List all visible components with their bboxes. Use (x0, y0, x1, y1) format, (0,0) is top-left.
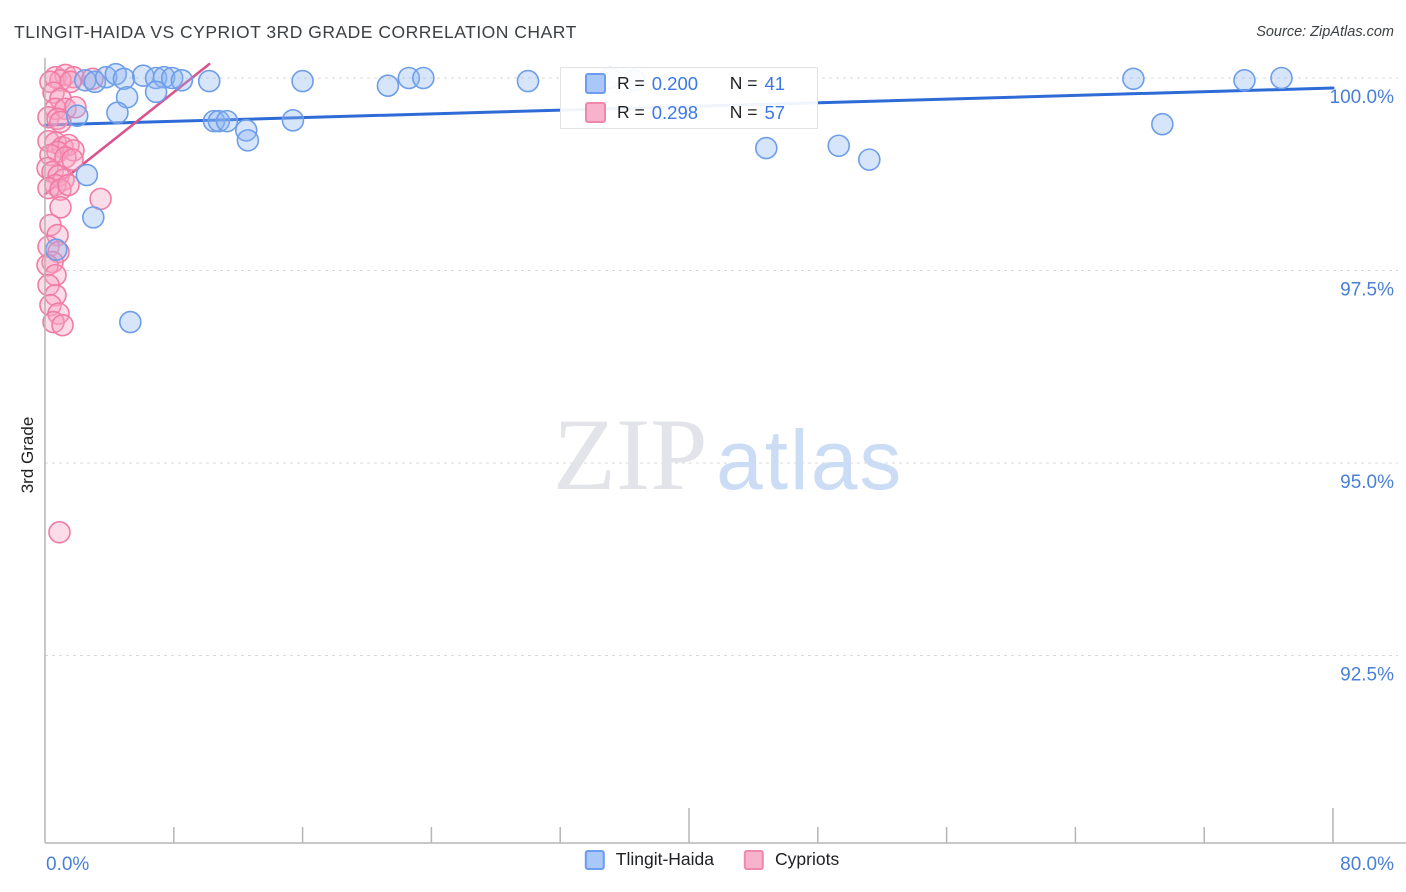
data-point[interactable] (82, 206, 105, 229)
data-point[interactable] (49, 196, 72, 219)
pink-series-swatch-icon (585, 102, 606, 123)
data-point[interactable] (44, 238, 68, 262)
axes (44, 58, 1406, 844)
legend-item-label: Tlingit-Haida (615, 849, 715, 869)
data-point[interactable] (51, 313, 74, 337)
data-point[interactable] (75, 163, 99, 187)
pink-series-swatch-icon (744, 849, 765, 870)
r-label: R = (617, 73, 645, 93)
data-point[interactable] (236, 129, 260, 152)
data-point[interactable] (83, 70, 107, 94)
blue-series-swatch-icon (584, 849, 605, 870)
legend-item-tlingit-haida[interactable]: Tlingit-Haida (584, 849, 715, 870)
legend-item-cypriots[interactable]: Cypriots (744, 849, 839, 870)
data-point[interactable] (376, 74, 400, 97)
data-point[interactable] (516, 69, 540, 93)
legend-item-label: Cypriots (775, 849, 840, 869)
data-point[interactable] (412, 66, 435, 90)
data-point[interactable] (65, 104, 89, 128)
cypriots-trend-line (43, 62, 211, 196)
data-point[interactable] (1122, 67, 1145, 91)
data-point[interactable] (144, 80, 168, 104)
n-label: N = (729, 102, 758, 122)
data-point[interactable] (202, 109, 226, 133)
data-point[interactable] (37, 105, 60, 129)
blue-series-swatch-icon (585, 73, 606, 94)
series-legend: Tlingit-Haida Cypriots (584, 849, 839, 870)
r-value: 0.200 (651, 72, 699, 94)
data-point[interactable] (57, 173, 80, 197)
y-tick-label: 100.0% (1330, 87, 1395, 108)
zipatlas-watermark: ZIP atlas (553, 398, 903, 512)
svg-text:ZIP: ZIP (553, 398, 708, 512)
data-point[interactable] (281, 109, 305, 132)
data-point[interactable] (215, 109, 239, 133)
data-point[interactable] (197, 69, 221, 93)
data-point[interactable] (1270, 66, 1293, 90)
cypriots-points (36, 63, 112, 544)
x-tick-label-left: 0.0% (46, 854, 89, 875)
data-point[interactable] (170, 69, 194, 92)
n-label: N = (729, 73, 758, 93)
data-point[interactable] (61, 148, 84, 171)
data-point[interactable] (46, 107, 69, 131)
y-tick-label: 95.0% (1340, 472, 1394, 493)
tlingit-haida-points (44, 62, 1293, 334)
data-point[interactable] (49, 110, 72, 134)
data-point[interactable] (291, 69, 314, 93)
data-point[interactable] (42, 310, 65, 334)
n-value: 41 (764, 72, 786, 94)
stats-row-cypriots: R = 0.298 N = 57 (585, 100, 817, 126)
data-point[interactable] (106, 101, 129, 124)
y-tick-label: 97.5% (1340, 280, 1394, 301)
data-point[interactable] (858, 148, 881, 171)
data-point[interactable] (207, 109, 231, 133)
h-gridlines (45, 77, 1398, 656)
page-title: TLINGIT-HAIDA VS CYPRIOT 3RD GRADE CORRE… (14, 22, 577, 42)
data-point[interactable] (119, 310, 142, 334)
data-point[interactable] (1233, 69, 1256, 92)
r-value: 0.298 (651, 101, 699, 123)
r-label: R = (617, 102, 645, 122)
data-point[interactable] (48, 520, 71, 544)
stats-row-tlingit-haida: R = 0.200 N = 41 (585, 71, 817, 97)
data-point[interactable] (827, 134, 851, 158)
data-point[interactable] (64, 95, 87, 119)
correlation-stats-box: R = 0.200 N = 41 R = 0.298 N = 57 (560, 67, 818, 129)
data-point[interactable] (754, 136, 778, 160)
svg-text:atlas: atlas (716, 413, 903, 507)
data-point[interactable] (42, 81, 65, 104)
axis-tick-labels: 100.0% 97.5% 95.0% 92.5% 0.0% 80.0% (46, 87, 1394, 875)
data-point[interactable] (1151, 112, 1174, 136)
x-tick-label-right: 80.0% (1340, 854, 1394, 875)
y-axis-title: 3rd Grade (18, 416, 37, 494)
data-point[interactable] (112, 67, 136, 91)
n-value: 57 (764, 101, 786, 123)
y-tick-label: 92.5% (1340, 665, 1394, 686)
source-attribution: Source: ZipAtlas.com (1256, 24, 1394, 40)
